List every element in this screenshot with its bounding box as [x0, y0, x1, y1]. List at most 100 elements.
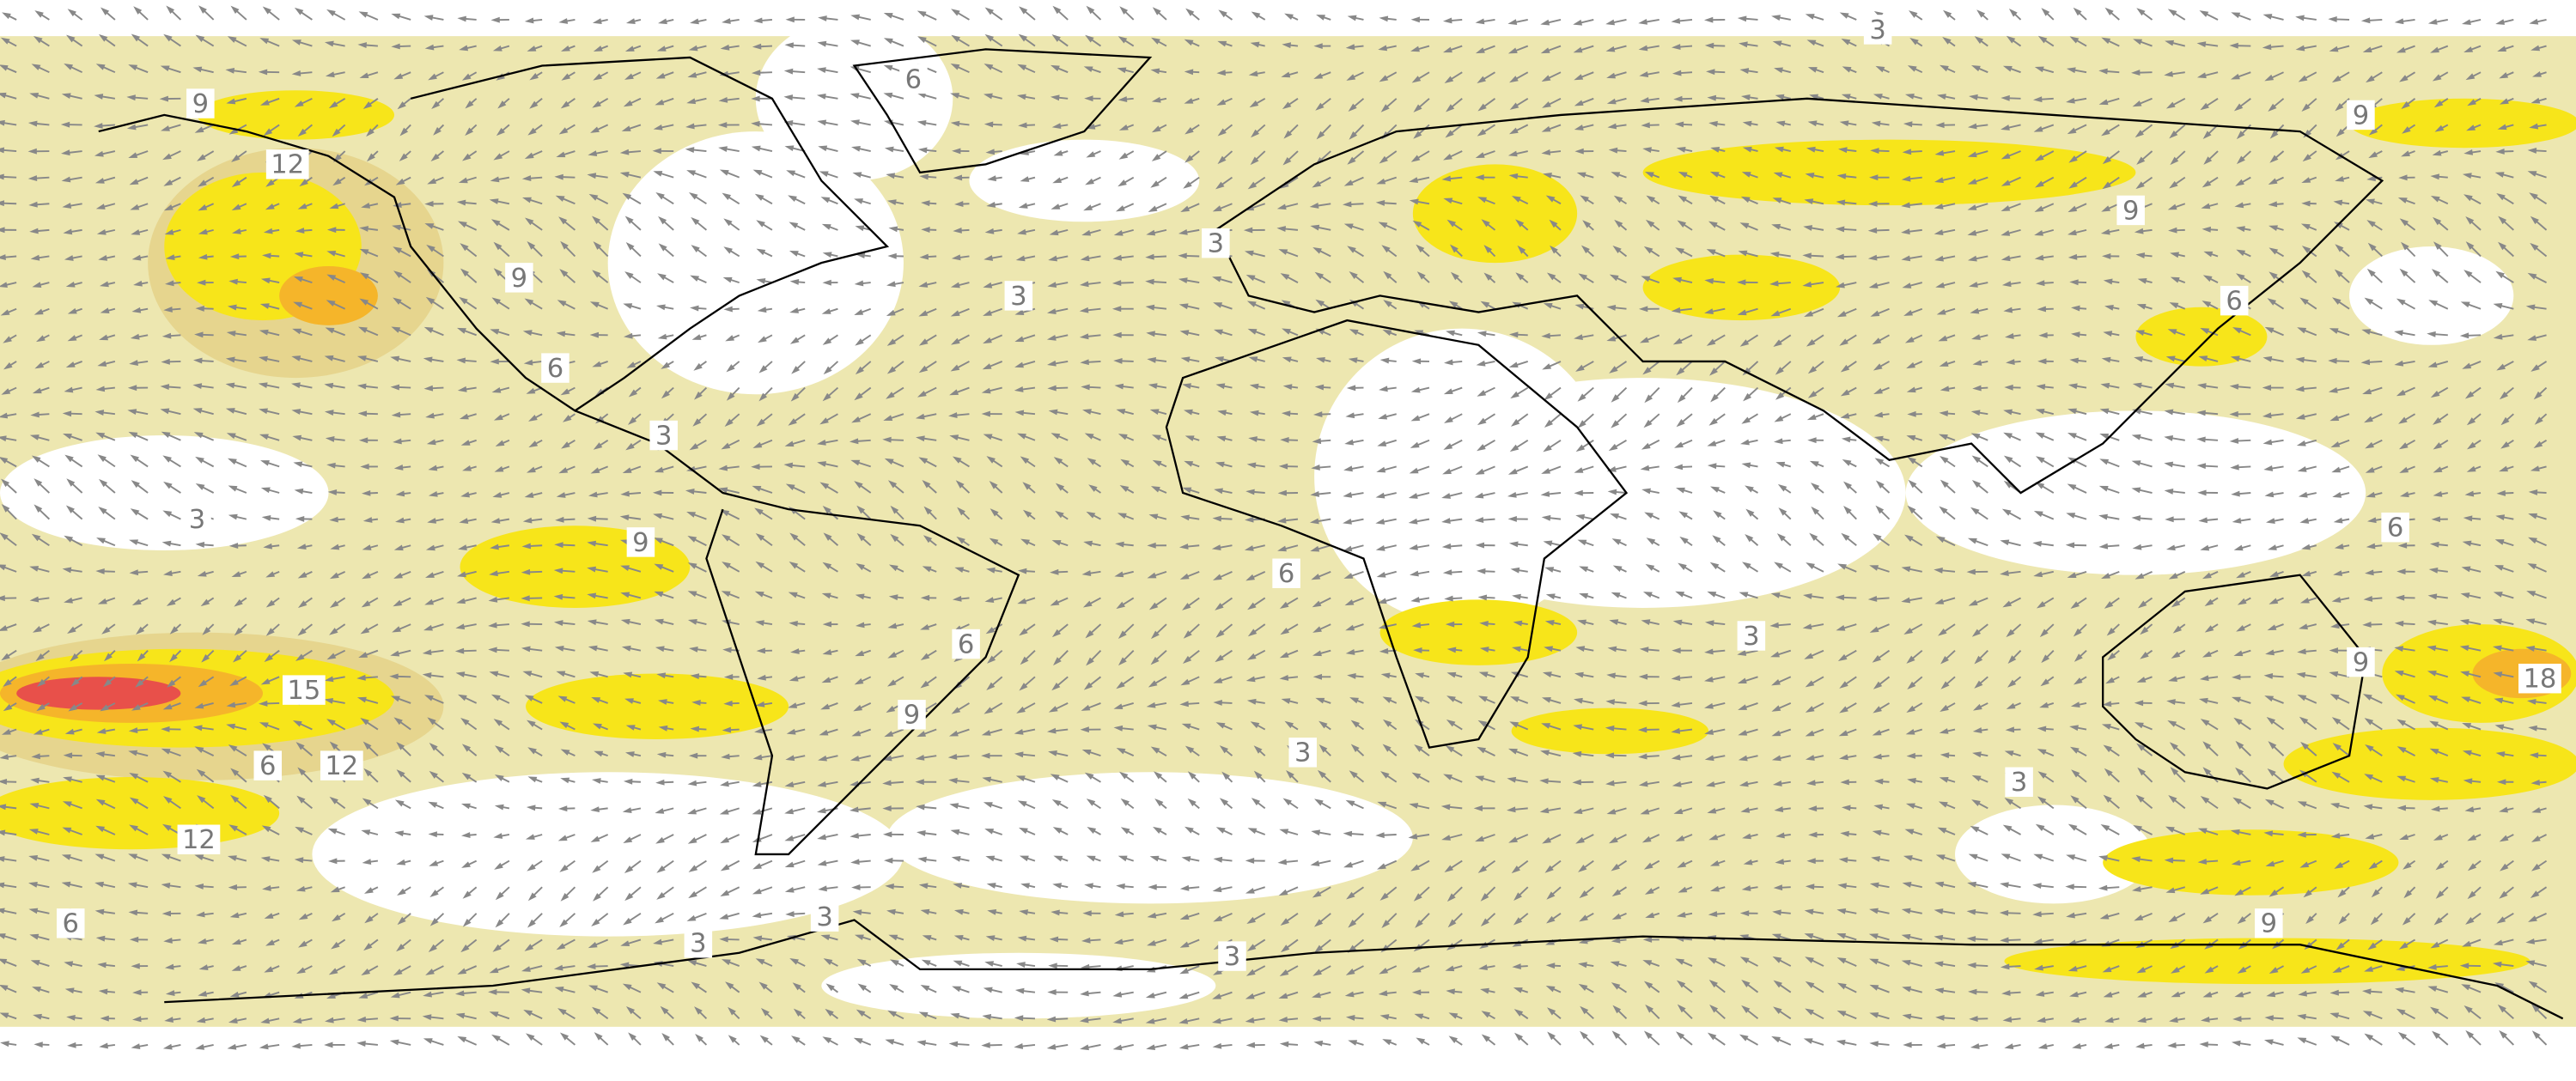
- vector-head: [1475, 542, 1485, 549]
- vector-head: [259, 38, 270, 45]
- vector-head: [2530, 45, 2541, 52]
- vector-head: [1872, 654, 1882, 663]
- vector-head: [1611, 592, 1621, 598]
- vector-head: [358, 326, 368, 333]
- vector-head: [784, 42, 794, 49]
- vector-head: [1934, 598, 1945, 604]
- vector-head: [2070, 601, 2080, 609]
- vector-head: [528, 414, 538, 422]
- vector-head: [1869, 626, 1879, 633]
- vector-head: [1282, 42, 1292, 49]
- vector-head: [258, 382, 268, 389]
- vector-head: [1441, 543, 1452, 550]
- vector-head: [1875, 480, 1885, 489]
- vector-head: [1645, 219, 1655, 228]
- vector-head: [2530, 216, 2539, 225]
- vector-head: [850, 119, 860, 126]
- vector-head: [457, 15, 466, 22]
- vector-head: [169, 626, 179, 635]
- vector-head: [2074, 653, 2083, 662]
- vector-head: [2268, 598, 2279, 604]
- vector-head: [1903, 627, 1914, 635]
- vector-head: [1017, 64, 1027, 71]
- vector-head: [366, 128, 375, 137]
- vector-head: [33, 36, 43, 44]
- vector-head: [1704, 648, 1714, 655]
- vector-head: [2006, 629, 2015, 638]
- vector-head: [855, 225, 865, 232]
- vector-head: [2134, 356, 2144, 362]
- vector-head: [2262, 385, 2272, 391]
- vector-head: [104, 653, 113, 662]
- vector-head: [1376, 466, 1386, 473]
- vector-head: [430, 153, 440, 161]
- vector-head: [791, 366, 801, 374]
- vector-head: [0, 457, 9, 464]
- vector-head: [2529, 18, 2539, 25]
- vector-head: [0, 173, 4, 180]
- vector-head: [2035, 432, 2045, 439]
- vector-head: [2301, 270, 2311, 279]
- vector-head: [133, 280, 143, 287]
- vector-head: [923, 535, 933, 544]
- vector-head: [1345, 412, 1355, 419]
- vector-head: [360, 627, 370, 635]
- vector-head: [1349, 131, 1358, 140]
- vector-head: [1345, 649, 1355, 655]
- vector-head: [1184, 155, 1194, 163]
- vector-head: [2332, 492, 2342, 498]
- vector-head: [2331, 466, 2342, 473]
- vector-head: [855, 366, 864, 375]
- vector-head: [560, 45, 570, 52]
- vector-head: [2462, 362, 2472, 369]
- vector-head: [194, 126, 204, 133]
- vector-head: [1051, 123, 1062, 130]
- vector-head: [2001, 281, 2012, 288]
- vector-head: [984, 255, 994, 261]
- vector-head: [2136, 156, 2146, 165]
- vector-head: [2201, 179, 2212, 188]
- vector-head: [592, 100, 601, 108]
- vector-head: [1574, 148, 1584, 155]
- vector-head: [1446, 330, 1455, 337]
- vector-head: [1607, 123, 1617, 130]
- vector-head: [197, 279, 206, 286]
- vector-head: [789, 532, 799, 541]
- vector-head: [790, 648, 800, 654]
- vector-head: [1769, 280, 1779, 287]
- vector-head: [1903, 121, 1913, 128]
- vector-head: [2001, 179, 2011, 186]
- vector-head: [1804, 198, 1814, 204]
- vector-head: [561, 73, 571, 81]
- vector-head: [1873, 435, 1884, 442]
- vector-head: [883, 38, 893, 45]
- vector-head: [1904, 337, 1915, 343]
- vector-head: [357, 410, 368, 417]
- vector-head: [1087, 458, 1097, 465]
- vector-head: [399, 127, 409, 137]
- vector-head: [2036, 456, 2045, 464]
- vector-head: [67, 335, 77, 342]
- vector-head: [1475, 47, 1485, 54]
- vector-head: [1251, 11, 1261, 19]
- vector-head: [1573, 19, 1583, 26]
- vector-head: [1379, 15, 1389, 22]
- vector-head: [784, 440, 795, 447]
- vector-head: [2399, 268, 2409, 277]
- vector-head: [523, 359, 533, 366]
- vector-head: [2530, 364, 2540, 372]
- vector-head: [1249, 100, 1259, 108]
- vector-head: [2528, 537, 2537, 544]
- vector-head: [2262, 14, 2273, 20]
- vector-head: [558, 216, 568, 225]
- vector-head: [2007, 655, 2017, 665]
- vector-head: [2000, 570, 2009, 576]
- vector-head: [1709, 195, 1719, 203]
- vector-head: [1508, 541, 1519, 548]
- vector-head: [626, 361, 636, 368]
- vector-head: [1410, 386, 1421, 393]
- vector-head: [491, 297, 502, 305]
- vector-head: [293, 276, 303, 282]
- vector-head: [1867, 596, 1878, 602]
- vector-head: [1577, 539, 1587, 546]
